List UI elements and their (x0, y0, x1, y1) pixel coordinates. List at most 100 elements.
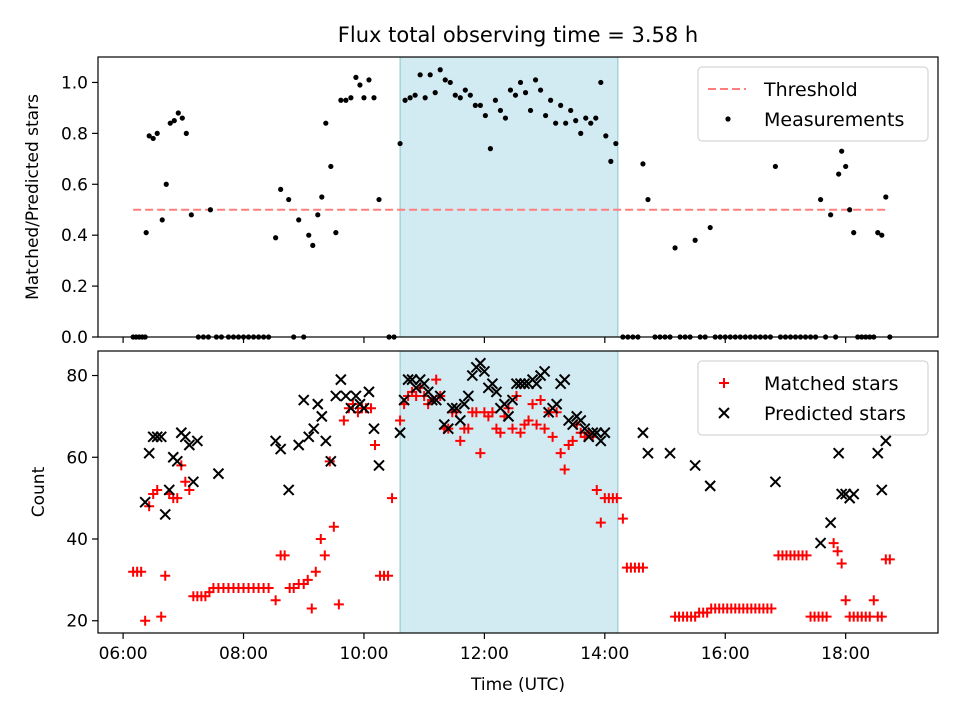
measurement-point (608, 158, 614, 164)
predicted-star-point (155, 431, 167, 443)
measurement-point (333, 230, 339, 236)
x-tick-label: 10:00 (339, 644, 388, 664)
predicted-star-point (163, 484, 175, 496)
matched-star-point (463, 423, 474, 434)
measurement-point (361, 95, 367, 101)
measurement-point (273, 235, 279, 241)
predicted-star-point (689, 459, 701, 472)
measurement-point (542, 112, 549, 119)
predicted-star-point (303, 431, 315, 443)
measurement-point (828, 212, 834, 218)
predicted-star-point (410, 382, 422, 394)
matched-star-point (884, 554, 895, 565)
measurement-point (578, 130, 584, 136)
predicted-star-point (298, 394, 310, 406)
measurement-point (588, 120, 594, 126)
y-tick-label: 1.0 (61, 73, 88, 93)
predicted-star-point (335, 373, 347, 386)
predicted-star-point (179, 431, 192, 443)
matched-star-point (637, 562, 648, 573)
axes-frame (97, 350, 939, 634)
measurement-point (146, 133, 152, 139)
y-tick-label: 40 (66, 530, 88, 550)
measurement-point (437, 67, 443, 73)
matched-star-point (547, 431, 558, 442)
predicted-star-point (183, 439, 196, 451)
matched-star-point (140, 615, 151, 626)
predicted-star-point (550, 398, 563, 410)
x-tick-label: 08:00 (219, 644, 268, 664)
measurement-point (707, 224, 713, 231)
measurement-point (482, 112, 488, 119)
predicted-star-point (358, 402, 370, 414)
measurement-point (692, 237, 698, 243)
predicted-star-point (462, 390, 475, 402)
predicted-star-point (847, 488, 860, 500)
predicted-star-point (474, 357, 487, 369)
measurement-point (517, 79, 524, 86)
measurement-point (315, 212, 321, 218)
legend-measurement-swatch (725, 116, 731, 122)
predicted-star-point (426, 394, 438, 406)
measurement-point (472, 102, 478, 108)
matched-star-point (523, 415, 534, 426)
matched-star-point (868, 595, 879, 606)
measurement-point (171, 118, 177, 124)
measurement-point (563, 120, 569, 126)
predicted-star-point (506, 394, 519, 406)
legend-label: Predicted stars (764, 403, 906, 425)
measurement-point (306, 232, 312, 238)
measurement-point (154, 130, 160, 136)
bottom-panel: 20 40 60 80 06:00 08:00 10:00 12:00 14:00 16:00 18… (29, 350, 939, 664)
measurement-point (402, 97, 408, 103)
predicted-star-point (599, 427, 611, 439)
observing-window-span (400, 351, 618, 633)
y-tick-label: 20 (66, 612, 88, 632)
measurement-point (452, 92, 458, 98)
y-axis-label: Count (29, 466, 49, 517)
y-tick-label: 0.6 (61, 175, 88, 195)
predicted-star-point (330, 390, 342, 402)
measurement-point (397, 140, 403, 147)
matched-star-point (172, 493, 183, 504)
predicted-star-point (490, 386, 503, 398)
predicted-star-point (880, 435, 892, 447)
matched-star-point (310, 566, 321, 577)
matched-star-point (595, 517, 606, 528)
predicted-star-point (664, 447, 676, 459)
predicted-star-point (282, 484, 295, 496)
measurement-point (772, 163, 779, 170)
predicted-star-point (171, 455, 183, 468)
series-predicted-stars (139, 357, 892, 549)
measurement-point (553, 120, 559, 126)
measurement-point (328, 163, 334, 170)
measurement-point (522, 90, 529, 96)
measurement-point (348, 95, 354, 101)
matched-star-point (279, 550, 290, 561)
predicted-star-point (325, 455, 337, 468)
predicted-star-point (151, 431, 163, 443)
matched-star-point (495, 427, 506, 438)
matched-star-point (832, 546, 843, 557)
legend-label: Matched stars (764, 373, 898, 395)
measurement-point (422, 95, 428, 101)
predicted-star-point (345, 402, 357, 414)
measurement-point (487, 146, 494, 152)
measurement-point (836, 171, 842, 177)
matched-star-point (328, 521, 339, 532)
x-tick-label: 12:00 (460, 644, 509, 664)
legend: Threshold Measurements (697, 66, 929, 142)
predicted-star-point (446, 402, 458, 414)
measurement-point (875, 230, 881, 236)
measurement-point (645, 196, 651, 203)
measurement-point (207, 207, 214, 213)
predicted-star-point (832, 447, 845, 459)
x-tick-label: 06:00 (99, 644, 148, 664)
measurement-point (143, 230, 149, 236)
x-tick-label: 18:00 (821, 644, 870, 664)
predicted-star-point (139, 496, 151, 508)
predicted-star-point (642, 447, 654, 459)
measurement-point (323, 120, 329, 126)
matched-star-point (531, 419, 542, 430)
predicted-star-point (558, 373, 571, 386)
